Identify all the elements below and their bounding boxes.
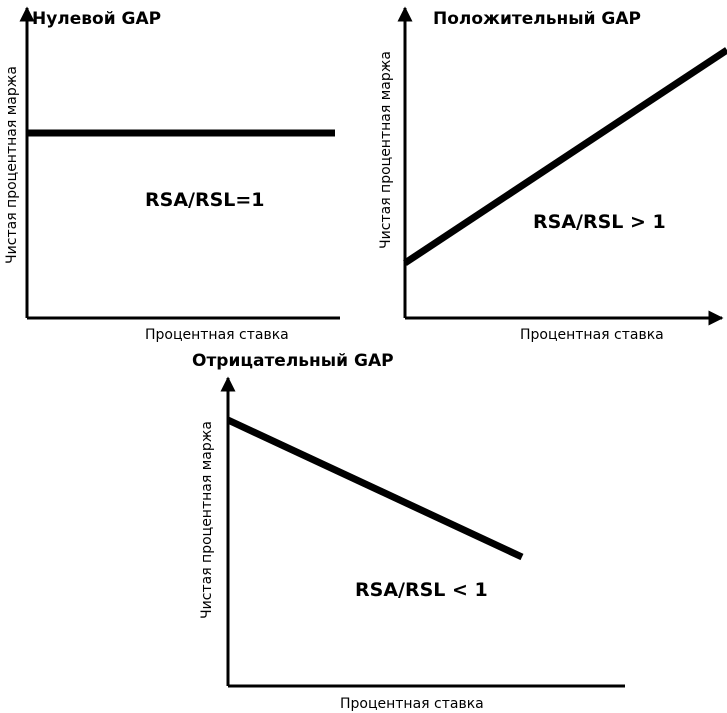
panel-negative-gap: Отрицательный GAP Чистая процентная марж…: [192, 351, 625, 712]
y-axis-label: Чистая процентная маржа: [4, 66, 20, 264]
x-axis-label: Процентная ставка: [520, 327, 664, 343]
annotation: RSA/RSL < 1: [355, 579, 488, 601]
y-axis-label: Чистая процентная маржа: [199, 421, 215, 619]
margin-line: [226, 416, 524, 561]
y-axis-label: Чистая процентная маржа: [378, 51, 394, 249]
panel-positive-gap: Положительный GAP Чистая процентная марж…: [378, 6, 727, 343]
panel-zero-gap: Нулевой GAP Чистая процентная маржа Проц…: [4, 6, 340, 343]
margin-line: [403, 47, 727, 266]
annotation: RSA/RSL=1: [145, 189, 265, 211]
x-axis-label: Процентная ставка: [340, 696, 484, 712]
panel-title: Отрицательный GAP: [192, 351, 394, 371]
annotation: RSA/RSL > 1: [533, 211, 666, 233]
x-axis-label: Процентная ставка: [145, 327, 289, 343]
panel-title: Нулевой GAP: [32, 9, 161, 29]
panel-title: Положительный GAP: [433, 9, 641, 29]
